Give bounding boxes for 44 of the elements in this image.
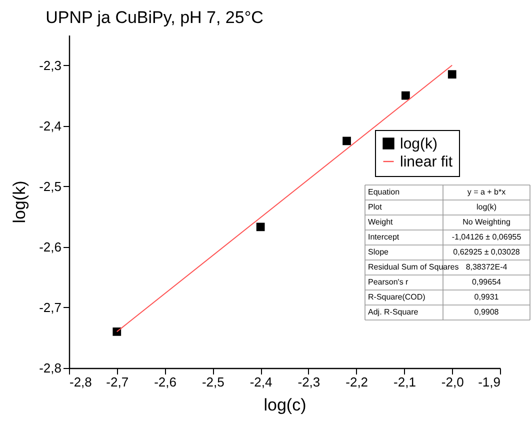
annotation: 0,9908 (474, 308, 500, 316)
annotation: Pearson's r (368, 278, 409, 286)
annotation: log(k) (476, 202, 497, 212)
annotation: Adj. R-Square (368, 308, 419, 316)
y-axis-title: log(k) (10, 180, 30, 224)
annotation: Residual Sum of Squares (368, 262, 459, 272)
annotation: y = a + b*x (467, 188, 506, 196)
annotation: Plot (368, 202, 383, 212)
point (112, 327, 122, 336)
annotation: Slope (368, 248, 390, 256)
x-tick-label: -2,8 (70, 374, 92, 390)
annotation: Equation (368, 188, 400, 196)
point (342, 136, 351, 146)
x-axis-title: log(c) (264, 396, 306, 414)
point (256, 222, 265, 232)
x-tick-label: -1,9 (478, 374, 500, 390)
legend-label: log(k) (400, 136, 438, 152)
point (448, 70, 456, 79)
x-tick-label: -2,1 (394, 374, 416, 390)
annotation: Weight (368, 218, 394, 226)
x-tick-label: -2,0 (441, 374, 464, 390)
y-tick-label: -2,6 (39, 239, 62, 254)
y-tick-label: -2,3 (39, 58, 62, 73)
annotation: 8,38372E-4 (466, 262, 508, 272)
x-tick-label: -2,3 (298, 374, 320, 390)
legend-label: linear fit (400, 154, 454, 170)
annotation: R-Square(COD) (368, 292, 426, 302)
x-tick-label: -2,4 (250, 374, 272, 390)
x-tick-label: -2,2 (346, 374, 368, 390)
x-tick-label: -2,7 (106, 374, 129, 390)
annotation: No Weighting (462, 218, 510, 226)
annotation: Intercept (368, 232, 400, 242)
y-tick-label: -2,7 (39, 300, 62, 315)
annotation: 0,9931 (474, 292, 500, 302)
y-tick-label: -2,4 (39, 118, 62, 134)
annotation: 0,99654 (472, 278, 502, 286)
annotation: 0,62925 ± 0,03028 (453, 248, 520, 256)
point (401, 91, 410, 100)
y-tick-label: -2,5 (39, 178, 62, 194)
y-tick-label: -2,8 (39, 360, 62, 376)
annotation: -1,04126 ± 0,06955 (452, 232, 522, 242)
x-tick-label: -2,6 (154, 374, 176, 390)
x-tick-label: -2,5 (202, 374, 224, 390)
chart-title: UPNP ja CuBiPy, pH 7, 25°C (46, 8, 264, 27)
